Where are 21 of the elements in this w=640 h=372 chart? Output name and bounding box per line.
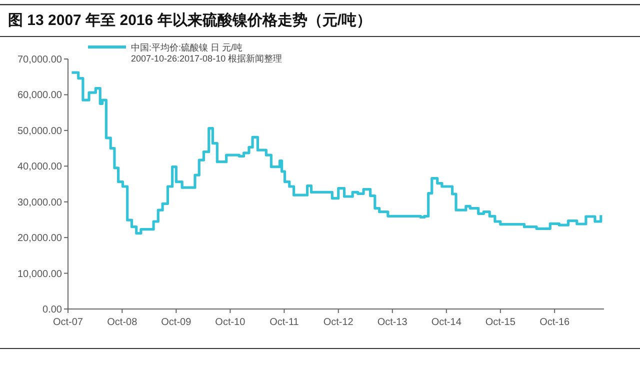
y-tick-label: 30,000.00: [18, 197, 62, 208]
y-tick-label: 70,000.00: [18, 54, 62, 66]
annotation: 2007-10-26:2017-08-10 根据新闻整理: [131, 54, 282, 64]
x-tick-label: Oct-10: [215, 317, 246, 328]
y-tick-label: 40,000.00: [18, 162, 62, 173]
y-tick-label: 0.00: [42, 304, 62, 316]
x-tick-label: Oct-13: [377, 317, 408, 328]
x-tick-label: Oct-07: [52, 317, 84, 328]
x-tick-label: Oct-16: [540, 317, 570, 328]
x-tick-label: Oct-12: [323, 317, 354, 328]
chart-title: 图 13 2007 年至 2016 年以来硫酸镍价格走势（元/吨）: [8, 11, 372, 29]
legend-label: 中国:平均价:硫酸镍 日 元/吨: [131, 42, 243, 52]
x-tick-label: Oct-15: [485, 317, 516, 328]
x-tick-label: Oct-09: [161, 317, 192, 328]
x-tick-label: Oct-14: [431, 317, 462, 328]
y-tick-label: 50,000.00: [18, 126, 62, 137]
y-tick-label: 10,000.00: [18, 268, 62, 280]
x-tick-label: Oct-08: [107, 317, 138, 328]
y-tick-label: 60,000.00: [18, 90, 62, 102]
x-tick-label: Oct-11: [270, 317, 300, 328]
y-tick-label: 20,000.00: [18, 233, 62, 244]
